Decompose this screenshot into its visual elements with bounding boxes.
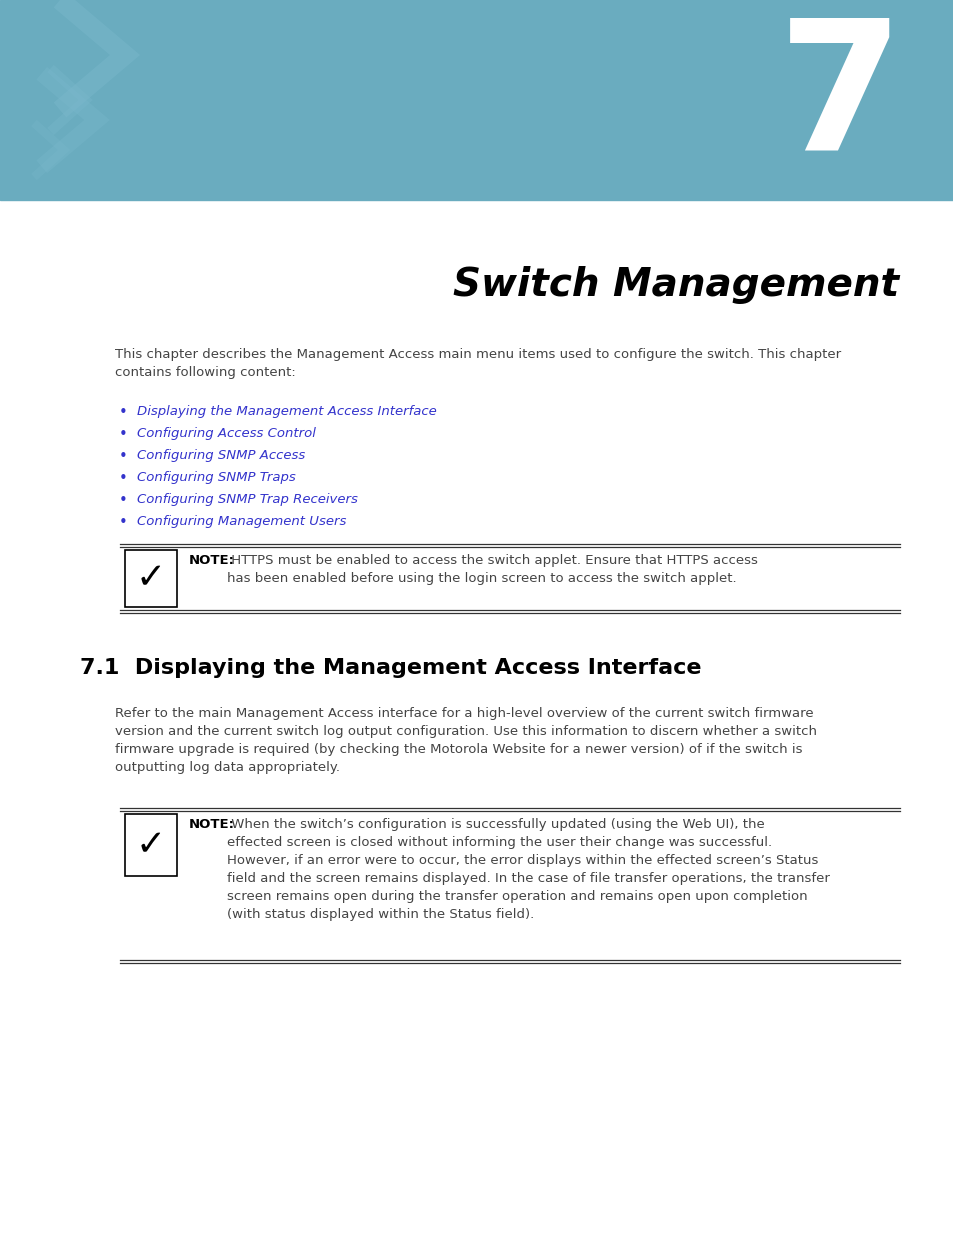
- Text: This chapter describes the Management Access main menu items used to configure t: This chapter describes the Management Ac…: [115, 348, 841, 379]
- Text: Refer to the main Management Access interface for a high-level overview of the c: Refer to the main Management Access inte…: [115, 706, 816, 774]
- Text: ✓: ✓: [135, 562, 166, 595]
- Bar: [0, 0, 953, 200]
- Text: When the switch’s configuration is successfully updated (using the Web UI), the
: When the switch’s configuration is succe…: [227, 818, 829, 921]
- Text: Configuring SNMP Trap Receivers: Configuring SNMP Trap Receivers: [137, 493, 357, 506]
- Text: Configuring SNMP Traps: Configuring SNMP Traps: [137, 471, 295, 484]
- Text: 7.1  Displaying the Management Access Interface: 7.1 Displaying the Management Access Int…: [80, 658, 700, 678]
- Bar: [125, 550, 177, 606]
- Text: HTTPS must be enabled to access the switch applet. Ensure that HTTPS access
has : HTTPS must be enabled to access the swit…: [227, 555, 757, 585]
- Text: •: •: [118, 450, 128, 464]
- Text: •: •: [118, 427, 128, 442]
- Text: ✓: ✓: [135, 827, 166, 862]
- Bar: [125, 814, 177, 876]
- Text: Configuring SNMP Access: Configuring SNMP Access: [137, 450, 305, 462]
- Text: Configuring Management Users: Configuring Management Users: [137, 515, 346, 529]
- Text: Configuring Access Control: Configuring Access Control: [137, 427, 315, 440]
- Text: NOTE:: NOTE:: [189, 555, 234, 567]
- Text: •: •: [118, 405, 128, 420]
- Text: •: •: [118, 493, 128, 508]
- Text: 7: 7: [778, 12, 903, 188]
- Text: NOTE:: NOTE:: [189, 818, 234, 831]
- Text: Switch Management: Switch Management: [453, 266, 898, 304]
- Text: Displaying the Management Access Interface: Displaying the Management Access Interfa…: [137, 405, 436, 417]
- Text: •: •: [118, 515, 128, 530]
- Text: •: •: [118, 471, 128, 487]
